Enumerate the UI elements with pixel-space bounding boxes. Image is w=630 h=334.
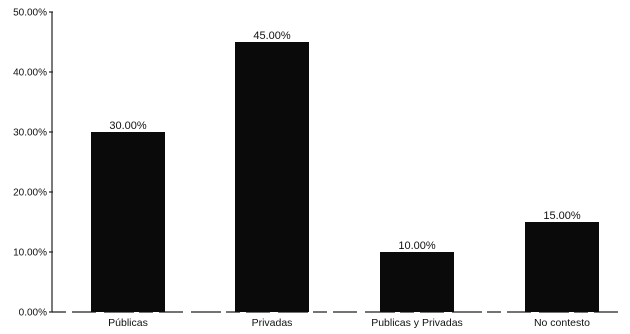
- category-label: No contesto: [534, 317, 590, 329]
- bar: [235, 42, 309, 312]
- y-tick-label: 0.00%: [19, 308, 47, 319]
- bars-group: [91, 42, 599, 312]
- category-label: Publicas y Privadas: [371, 317, 463, 329]
- labels-group: 30.00% Públicas 45.00% Privadas 10.00% Public…: [108, 30, 590, 329]
- data-label: 45.00%: [253, 30, 291, 42]
- data-label: 10.00%: [398, 240, 436, 252]
- y-tick-label: 40.00%: [13, 68, 47, 79]
- y-tick-label: 10.00%: [13, 248, 47, 259]
- category-label: Públicas: [108, 317, 148, 329]
- y-tick-label: 50.00%: [13, 8, 47, 19]
- data-label: 30.00%: [109, 120, 147, 132]
- category-label: Privadas: [252, 317, 293, 329]
- data-label: 15.00%: [543, 210, 581, 222]
- y-tick-label: 30.00%: [13, 128, 47, 139]
- bar: [525, 222, 599, 312]
- y-tick-label: 20.00%: [13, 188, 47, 199]
- bar: [380, 252, 454, 312]
- bar: [91, 132, 165, 312]
